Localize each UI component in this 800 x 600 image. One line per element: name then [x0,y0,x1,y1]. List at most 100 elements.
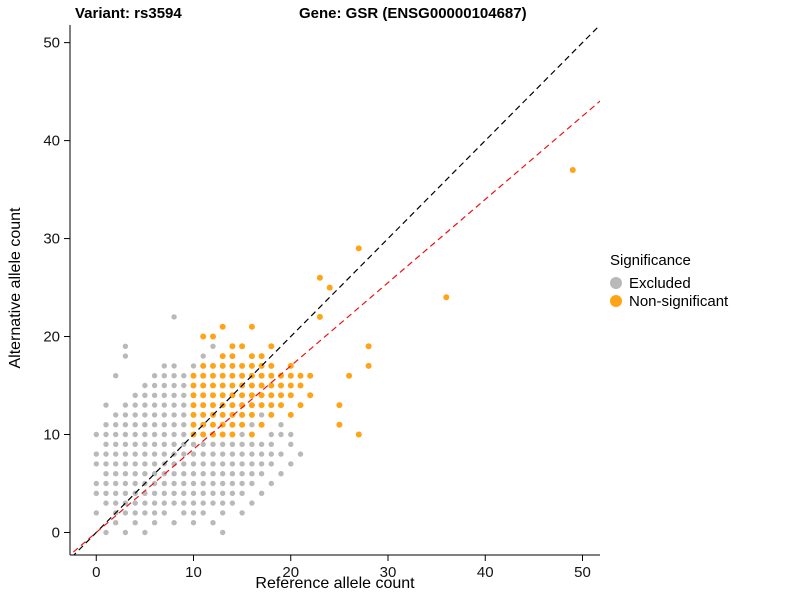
data-point-excluded [171,500,177,506]
regression-line [70,100,600,555]
data-point-excluded [200,441,206,447]
data-point-excluded [210,441,216,447]
data-point-excluded [161,373,167,379]
data-point-excluded [278,431,284,438]
data-point-non-significant [307,372,314,379]
data-point-non-significant [229,372,236,379]
data-point-excluded [171,402,177,408]
x-tick-label: 0 [92,564,100,581]
data-point-excluded [151,382,158,389]
data-point-excluded [190,451,197,457]
data-point-excluded [210,471,216,477]
data-point-non-significant [200,372,207,379]
data-point-excluded [258,490,265,496]
data-point-excluded [268,431,274,438]
data-point-excluded [142,431,148,438]
data-point-excluded [210,451,216,457]
data-point-excluded [161,441,167,447]
data-point-excluded [122,343,129,349]
data-point-non-significant [239,411,246,418]
data-point-excluded [132,471,138,477]
data-point-excluded [142,500,148,506]
data-point-excluded [122,412,129,418]
data-point-non-significant [355,431,362,438]
data-point-excluded [258,441,265,447]
data-point-non-significant [258,392,265,399]
data-point-excluded [132,510,138,516]
data-point-non-significant [200,392,207,399]
data-point-non-significant [219,382,226,389]
data-point-excluded [93,510,100,516]
data-point-excluded [103,471,109,477]
data-point-excluded [229,441,236,447]
x-tick-label: 20 [282,564,299,581]
data-point-excluded [220,471,226,477]
data-point-non-significant [443,294,450,301]
data-point-excluded [151,451,158,457]
data-point-excluded [220,480,226,487]
data-point-excluded [190,500,197,506]
data-point-excluded [249,480,255,487]
x-tick-label: 10 [185,564,202,581]
data-point-excluded [132,500,138,506]
data-point-excluded [151,392,158,398]
legend-item-label: Excluded [629,274,691,292]
data-point-non-significant [210,421,216,428]
data-point-non-significant [248,362,255,369]
data-point-excluded [113,441,119,447]
data-point-excluded [142,412,148,418]
legend: Significance Excluded Non-significant [610,252,728,310]
data-point-non-significant [200,382,207,389]
data-point-non-significant [219,392,226,399]
data-point-excluded [210,500,216,506]
data-point-excluded [268,461,274,467]
data-point-non-significant [287,411,294,418]
data-point-non-significant [210,372,216,379]
data-point-excluded [181,510,187,516]
data-point-non-significant [569,167,576,173]
data-point-excluded [171,441,177,447]
data-point-non-significant [248,353,255,360]
data-point-excluded [132,441,138,447]
y-axis-label: Alternative allele count [7,207,24,369]
data-point-excluded [142,382,148,389]
data-point-excluded [151,441,158,447]
data-point-excluded [181,373,187,379]
data-point-excluded [103,490,109,496]
data-point-excluded [103,500,109,506]
data-point-excluded [297,451,304,457]
data-point-excluded [132,461,138,467]
data-point-excluded [239,510,245,516]
data-point-excluded [220,510,226,516]
data-point-excluded [122,353,129,359]
data-point-excluded [93,490,100,496]
data-point-non-significant [258,372,265,379]
data-point-non-significant [258,353,265,360]
data-point-excluded [249,500,255,506]
data-point-excluded [142,392,148,398]
data-point-non-significant [248,411,255,418]
data-point-excluded [258,461,265,467]
data-point-excluded [113,480,119,487]
data-point-excluded [239,431,245,438]
data-point-excluded [161,451,167,457]
data-point-excluded [122,510,129,516]
y-tick-label: 10 [43,427,60,444]
data-point-excluded [200,480,206,487]
data-point-excluded [181,471,187,477]
data-point-non-significant [210,362,216,369]
data-point-excluded [210,343,216,349]
data-point-non-significant [210,392,216,399]
data-point-non-significant [268,392,275,399]
legend-item-label: Non-significant [629,292,729,310]
data-point-excluded [229,500,236,506]
x-tick-label: 40 [477,564,494,581]
data-point-excluded [122,402,129,408]
data-point-excluded [142,510,148,516]
data-point-excluded [122,422,129,428]
data-point-non-significant [219,421,226,428]
data-point-non-significant [219,411,226,418]
data-point-excluded [239,471,245,477]
data-point-non-significant [190,392,197,399]
data-point-excluded [161,382,167,389]
